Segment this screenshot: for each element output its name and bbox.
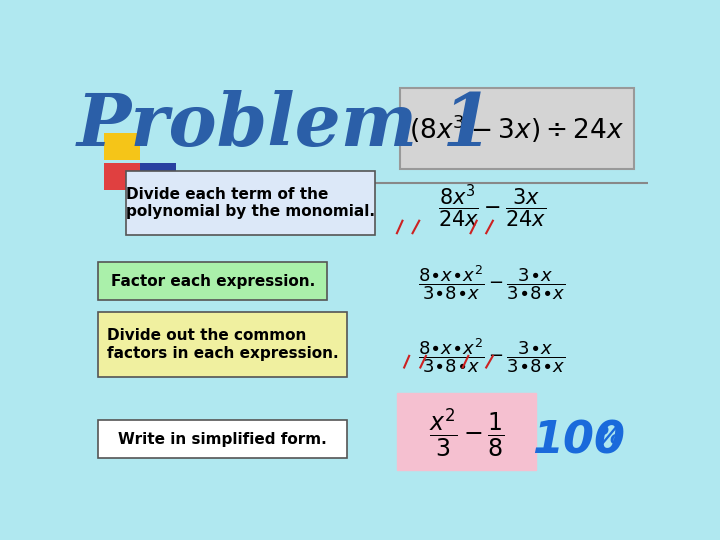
Text: %: % bbox=[596, 425, 621, 449]
FancyBboxPatch shape bbox=[400, 87, 634, 168]
FancyBboxPatch shape bbox=[99, 262, 327, 300]
Bar bbox=[140, 163, 176, 190]
FancyBboxPatch shape bbox=[99, 420, 347, 458]
Text: $(8x^3-3x)\div 24x$: $(8x^3-3x)\div 24x$ bbox=[409, 113, 624, 145]
Text: Divide out the common
factors in each expression.: Divide out the common factors in each ex… bbox=[107, 328, 338, 361]
Text: Divide each term of the
polynomial by the monomial.: Divide each term of the polynomial by th… bbox=[126, 187, 375, 219]
Text: Factor each expression.: Factor each expression. bbox=[111, 274, 315, 288]
Text: Write in simplified form.: Write in simplified form. bbox=[118, 431, 327, 447]
Text: 100: 100 bbox=[532, 420, 625, 463]
Bar bbox=[104, 133, 140, 160]
Bar bbox=[104, 163, 140, 190]
Text: $\dfrac{8{\bullet}x{\bullet}x^2}{3{\bullet}8{\bullet}x} - \dfrac{3{\bullet}x}{3{: $\dfrac{8{\bullet}x{\bullet}x^2}{3{\bull… bbox=[418, 336, 565, 375]
FancyBboxPatch shape bbox=[397, 393, 536, 470]
Text: $\dfrac{x^2}{3} - \dfrac{1}{8}$: $\dfrac{x^2}{3} - \dfrac{1}{8}$ bbox=[428, 407, 505, 459]
FancyBboxPatch shape bbox=[126, 171, 374, 235]
FancyBboxPatch shape bbox=[99, 312, 347, 377]
Text: Problem 1: Problem 1 bbox=[77, 90, 494, 160]
Text: $\dfrac{8x^3}{24x} - \dfrac{3x}{24x}$: $\dfrac{8x^3}{24x} - \dfrac{3x}{24x}$ bbox=[438, 183, 546, 230]
Text: $\dfrac{8{\bullet}x{\bullet}x^2}{3{\bullet}8{\bullet}x} - \dfrac{3{\bullet}x}{3{: $\dfrac{8{\bullet}x{\bullet}x^2}{3{\bull… bbox=[418, 264, 565, 302]
